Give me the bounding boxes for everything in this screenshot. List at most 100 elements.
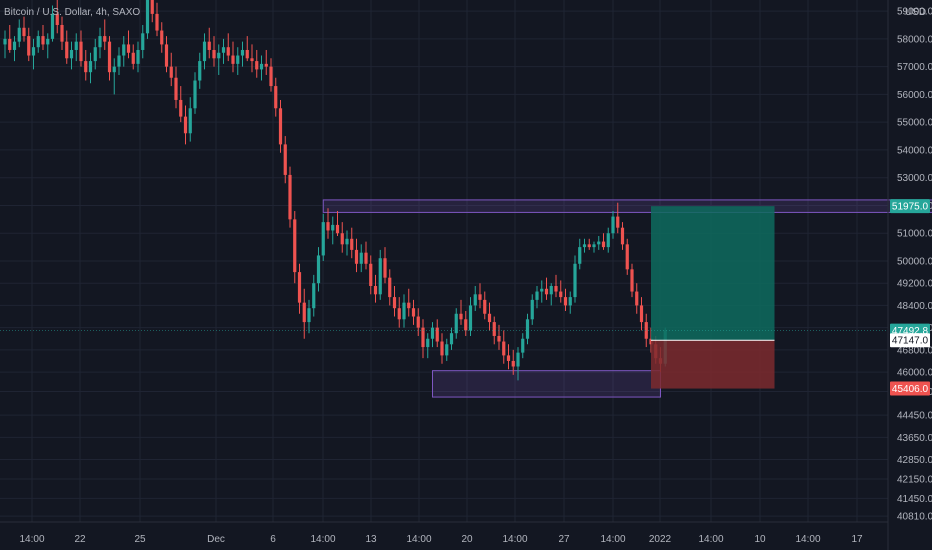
candle-body [283,144,287,175]
candle-body [321,222,325,256]
candle-body [212,49,216,59]
candle-body [217,52,221,59]
profit-zone [651,206,775,341]
candle-body [17,27,21,42]
candle-body [335,224,340,234]
time-tick-label: 14:00 [698,534,723,545]
drawing-zones[interactable] [322,199,932,398]
candle-body [31,47,36,56]
candle-body [41,36,45,45]
time-axis[interactable]: 14:00 22 25 Dec 6 14:00 13 14:00 20 14:00 27 14:00 2… [0,521,888,545]
candle-body [55,13,59,25]
candle-body [74,41,78,50]
candle-body [316,255,321,284]
time-tick-label: 10 [754,534,766,545]
time-tick-label: 17 [851,534,863,545]
price-tag-label: 47492.8 [892,326,929,337]
candle-body [587,244,591,248]
candle-body [430,327,435,339]
candle-body [378,258,382,295]
time-tick-label: 27 [558,534,570,545]
candle-body [407,302,411,309]
price-tick-label: 59000.0 [897,7,932,18]
candle-body [255,61,259,70]
candle-body [630,269,634,292]
candle-body [46,38,50,45]
candle-body [245,49,249,59]
candle-body [155,13,159,31]
candle-body [150,0,154,14]
candle-body [616,216,620,228]
candle-body [516,352,520,367]
candle-body [350,238,354,250]
candle-body [540,288,544,292]
candle-body [492,322,496,336]
candle-body [578,247,582,264]
candle-body [464,319,468,331]
candle-body [202,41,207,62]
time-tick-label: 14:00 [19,534,44,545]
candle-body [240,49,245,56]
candle-body [297,272,302,303]
candle-body [582,244,587,248]
candle-body [354,249,359,264]
candle-body [145,0,150,34]
candle-body [236,55,240,64]
candle-body [107,41,112,73]
candle-body [164,44,169,67]
long-position-tool[interactable] [651,206,775,389]
candle-body [478,294,482,300]
time-tick-label: 14:00 [502,534,527,545]
candle-body [644,322,648,339]
candle-body [221,47,226,53]
candle-body [388,277,392,298]
time-tick-label: 20 [461,534,473,545]
candle-body [369,263,373,286]
candle-body [79,41,83,62]
candle-body [207,41,211,50]
price-tag-box [890,199,930,214]
candle-body [264,63,268,67]
candle-body [88,61,93,73]
candle-body [411,308,416,317]
candle-body [84,61,88,73]
candle-body [136,49,140,64]
candle-body [440,341,444,356]
candle-body [8,38,12,50]
price-tick-label: 48400.0 [897,301,932,312]
candle-body [416,316,420,328]
candle-body [188,108,192,134]
candle-body [592,244,596,248]
candle-body [27,36,31,56]
candle-body [535,291,539,300]
candle-body [169,66,173,78]
time-tick-label: Dec [207,534,225,545]
symbol-title: Bitcoin / U.S. Dollar, 4h, SAXO [4,7,140,18]
candle-body [3,38,7,45]
candle-body [112,66,116,73]
candle-body [364,252,368,264]
candle-body [359,252,363,264]
time-tick-label: 14:00 [795,534,820,545]
candle-body [307,308,311,323]
candle-body [22,27,26,37]
candle-body [60,24,64,42]
time-tick-label: 22 [74,534,86,545]
candle-body [525,319,530,339]
candle-body [259,63,264,70]
candle-body [421,327,425,348]
price-tick-label: 53000.0 [897,173,932,184]
candle-body [122,44,126,56]
price-tick-label: 51000.0 [897,229,932,240]
candle-body [312,283,316,309]
time-tick-label: 25 [134,534,146,545]
candle-body [459,313,463,320]
candle-body [340,233,344,245]
currency-label: USD [905,7,926,18]
candle-body [278,108,283,145]
time-tick-label: 2022 [649,534,672,545]
candle-body [601,241,606,248]
candle-body [502,341,506,356]
